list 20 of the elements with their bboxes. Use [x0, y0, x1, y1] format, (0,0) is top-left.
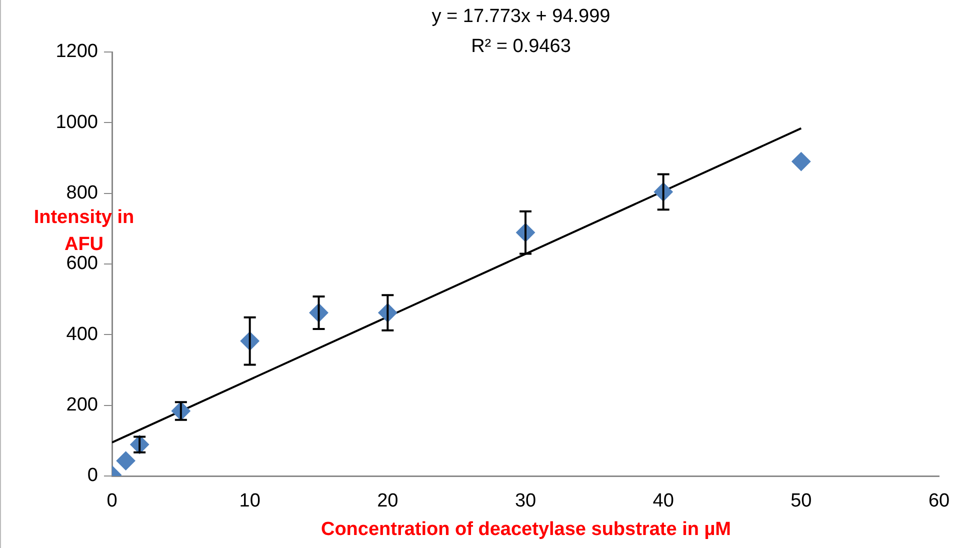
x-tick-label: 0 [106, 490, 118, 512]
y-tick-label: 800 [66, 182, 98, 204]
x-axis-title: Concentration of deacetylase substrate in µM [320, 519, 732, 541]
x-tick-label: 20 [377, 490, 398, 512]
y-tick-label: 0 [87, 465, 98, 486]
y-tick-label: 1200 [56, 41, 98, 62]
y-axis-title: Intensity in AFU [32, 206, 136, 256]
y-tick-label: 400 [66, 324, 98, 345]
y-tick-label: 1000 [56, 112, 98, 133]
x-tick-label: 60 [928, 490, 950, 512]
x-tick-label: 40 [652, 490, 674, 512]
x-tick-label: 50 [790, 490, 812, 512]
text: y = 17.773x + 94.999 [430, 6, 612, 28]
y-tick-label: 600 [66, 253, 98, 274]
annotation: R² = 0.9463 [470, 36, 572, 58]
point [116, 451, 136, 470]
point [792, 152, 811, 172]
x-tick-label: 30 [514, 490, 536, 512]
y-tick-label: 200 [66, 394, 98, 416]
x-tick-label: 10 [239, 490, 260, 512]
